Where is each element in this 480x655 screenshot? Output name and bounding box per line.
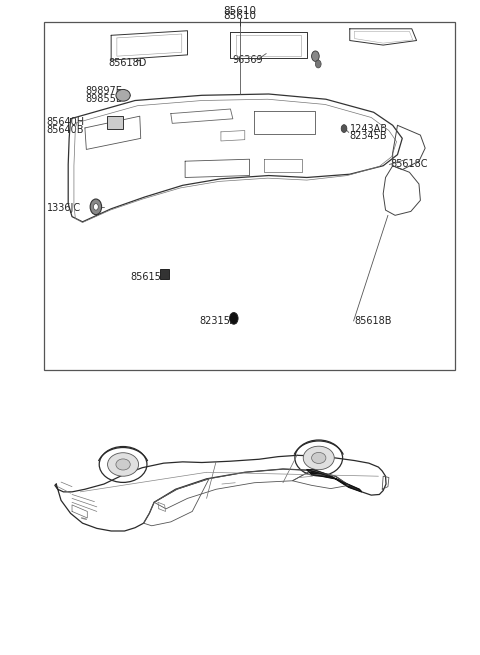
Circle shape (312, 51, 319, 62)
Ellipse shape (303, 446, 334, 470)
Ellipse shape (312, 453, 326, 464)
Ellipse shape (108, 453, 139, 476)
Text: 85640H: 85640H (47, 117, 85, 127)
Text: 96369: 96369 (233, 55, 264, 65)
Ellipse shape (99, 447, 147, 482)
Text: 89897E: 89897E (85, 86, 122, 96)
FancyBboxPatch shape (108, 115, 122, 128)
Text: 1243AB: 1243AB (350, 124, 388, 134)
Text: 85618B: 85618B (355, 316, 392, 326)
Text: 85640B: 85640B (47, 125, 84, 135)
Ellipse shape (295, 440, 343, 476)
Text: 85618D: 85618D (109, 58, 147, 68)
Circle shape (341, 124, 347, 132)
Ellipse shape (116, 459, 130, 470)
Text: 85610: 85610 (224, 6, 256, 16)
FancyBboxPatch shape (160, 269, 169, 279)
Text: 89855B: 89855B (85, 94, 122, 104)
Text: 82345B: 82345B (350, 132, 387, 141)
Ellipse shape (116, 90, 130, 101)
Text: 85610: 85610 (224, 10, 256, 21)
Bar (44, 22, 455, 370)
Text: 85618C: 85618C (390, 159, 428, 170)
Circle shape (229, 312, 238, 324)
Polygon shape (307, 470, 362, 492)
Polygon shape (307, 470, 333, 477)
Circle shape (315, 60, 321, 68)
Text: 82315A: 82315A (199, 316, 237, 326)
Text: 1336JC: 1336JC (47, 203, 81, 213)
Circle shape (94, 204, 98, 210)
Circle shape (90, 199, 102, 215)
Text: 85615A: 85615A (130, 272, 168, 282)
